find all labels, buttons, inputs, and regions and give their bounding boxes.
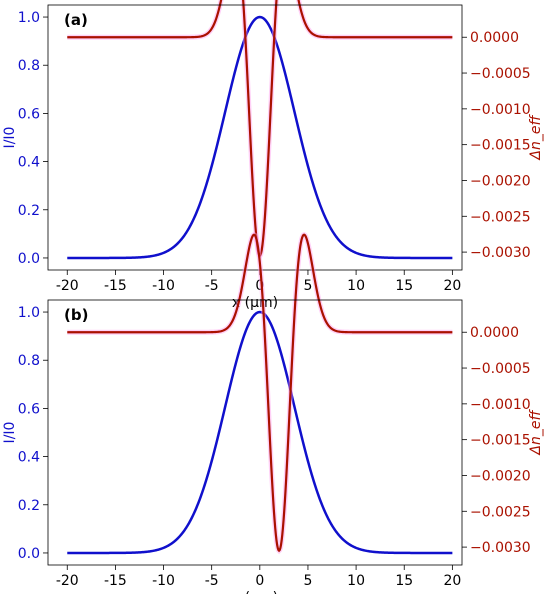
y-right-tick-label: −0.0005 [470,361,531,377]
x-tick-label: -15 [104,278,127,294]
delta-n-eff-line [67,233,453,553]
y-left-axis-label: I/I0 [2,422,18,444]
x-tick-label: 20 [443,278,461,294]
y-left-tick-label: 1.0 [18,10,40,26]
delta-n-halo-line [67,0,453,260]
y-right-tick-label: −0.0025 [470,209,531,225]
y-right-tick-label: −0.0010 [470,397,531,413]
y-left-tick-label: 0.4 [18,450,40,466]
y-right-tick-label: 0.0000 [470,325,519,341]
y-left-tick-label: 0.2 [18,203,40,219]
y-right-tick-label: −0.0010 [470,102,531,118]
panel-a: -20 -15 -10 -5 0 5 10 15 20 0.0 0.2 0.4 0.6 0.8 1.0 0.0… [2,0,544,311]
y-left-tick-label: 0.4 [18,155,40,171]
y-left-tick-label: 0.6 [18,106,40,122]
y-left-axis-label: I/I0 [2,127,18,149]
x-tick-label: 20 [443,573,461,589]
y-right-tick-label: −0.0015 [470,138,531,154]
y-right-tick-label: −0.0005 [470,66,531,82]
x-tick-label: -5 [205,278,219,294]
y-right-tick-label: −0.0020 [470,468,531,484]
y-right-tick-label: 0.0000 [470,30,519,46]
y-left-tick-label: 0.0 [18,251,40,267]
y-right-tick-label: −0.0030 [470,540,531,556]
x-tick-label: 15 [395,573,413,589]
x-axis-label: x (μm) [232,590,278,594]
x-tick-label: -15 [104,573,127,589]
panel-label: (a) [64,11,88,29]
x-tick-label: -10 [152,573,175,589]
y-left-tick-label: 0.2 [18,498,40,514]
panel-label: (b) [64,306,88,324]
y-left-tick-label: 0.0 [18,546,40,562]
y-right-axis-label: Δn_eff [528,409,544,456]
x-tick-label: 5 [303,278,312,294]
x-tick-label: 0 [255,278,264,294]
x-tick-label: -5 [205,573,219,589]
panel-b: -20 -15 -10 -5 0 5 10 15 20 0.0 0.2 0.4 0.6 0.8 1.0 0.0… [2,232,544,594]
x-tick-label: -20 [56,278,79,294]
y-left-tick-label: 0.8 [18,58,40,74]
y-right-axis-label: Δn_eff [528,114,544,161]
y-left-tick-label: 1.0 [18,305,40,321]
y-right-tick-label: −0.0020 [470,173,531,189]
x-tick-label: 15 [395,278,413,294]
x-tick-label: 5 [303,573,312,589]
plot-frame [47,299,463,566]
x-tick-label: 10 [347,278,365,294]
x-tick-label: 10 [347,573,365,589]
intensity-line [67,15,453,260]
y-right-tick-label: −0.0030 [470,245,531,261]
y-right-tick-label: −0.0025 [470,504,531,520]
x-tick-label: -20 [56,573,79,589]
y-left-tick-label: 0.6 [18,401,40,417]
x-axis-label: x (μm) [232,295,278,311]
intensity-line [67,310,453,555]
x-tick-label: 0 [255,573,264,589]
x-tick-label: -10 [152,278,175,294]
plot-frame [47,4,463,271]
y-right-tick-label: −0.0015 [470,433,531,449]
y-left-tick-label: 0.8 [18,353,40,369]
